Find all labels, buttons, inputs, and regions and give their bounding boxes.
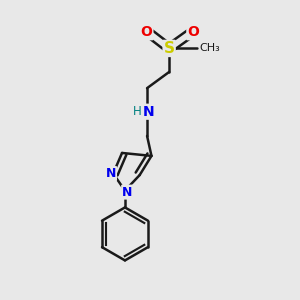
Text: O: O [140, 25, 152, 39]
Text: S: S [164, 41, 175, 56]
Text: H: H [133, 105, 142, 118]
Text: CH₃: CH₃ [200, 44, 220, 53]
Text: N: N [122, 186, 133, 199]
Text: O: O [187, 25, 199, 39]
Text: N: N [106, 167, 116, 180]
Text: N: N [143, 105, 154, 119]
